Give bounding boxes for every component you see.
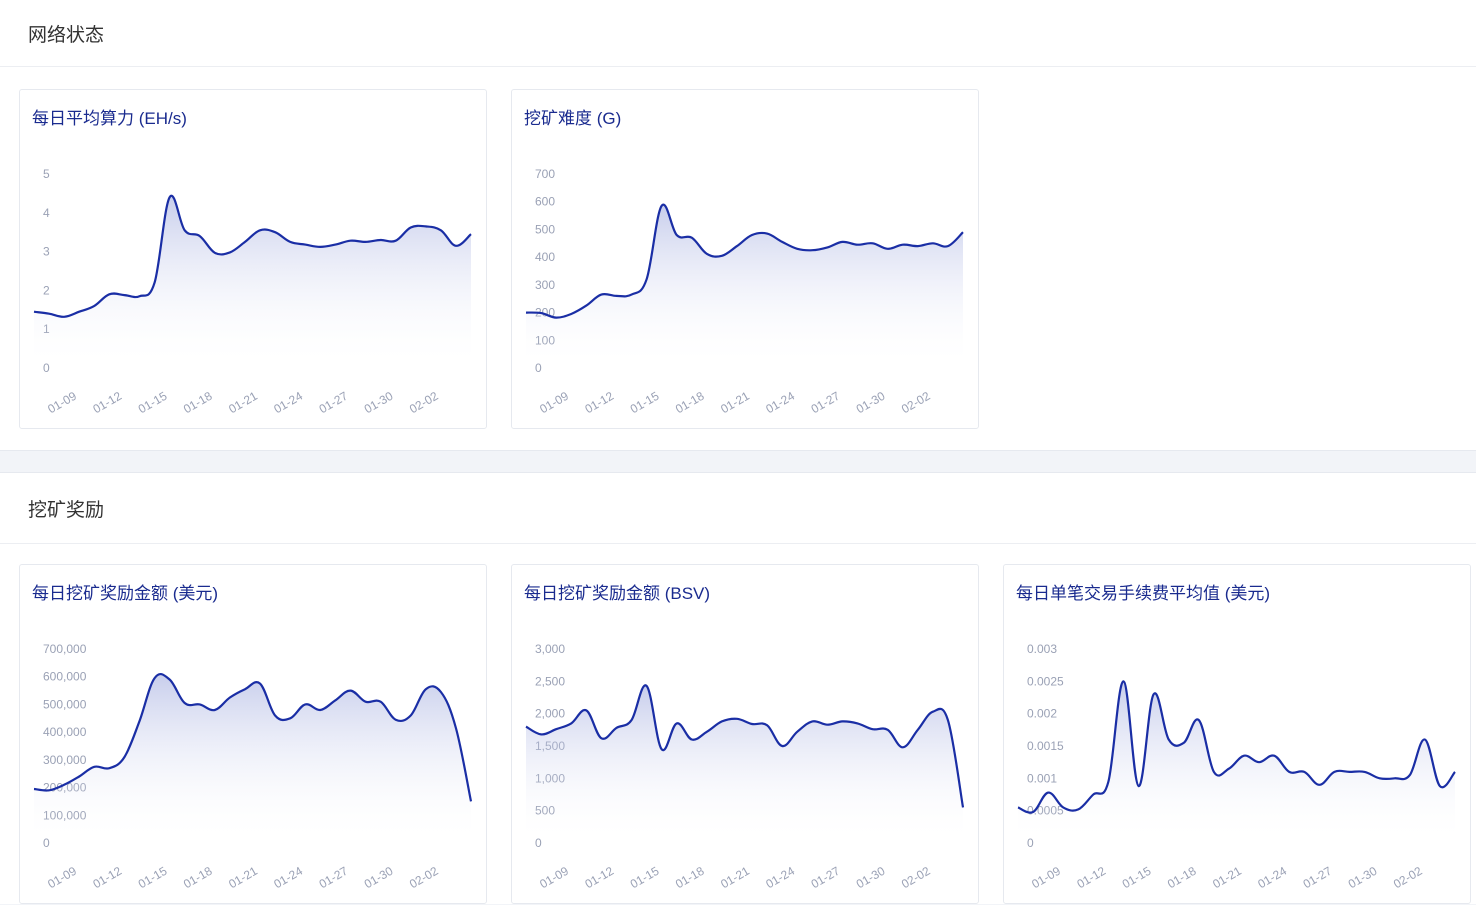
chart-title: 每日平均算力 (EH/s) <box>32 109 187 128</box>
x-tick-label: 01-24 <box>271 389 305 417</box>
x-tick-label: 01-24 <box>763 864 797 892</box>
y-tick-label: 0.001 <box>1027 771 1057 785</box>
x-tick-label: 01-24 <box>763 389 797 417</box>
x-tick-label: 01-21 <box>226 864 260 892</box>
x-tick-label: 02-02 <box>1391 864 1425 892</box>
chart-title: 每日单笔交易手续费平均值 (美元) <box>1016 584 1271 603</box>
y-tick-label: 4 <box>43 206 50 220</box>
y-tick-label: 600,000 <box>43 670 87 684</box>
y-tick-label: 500 <box>535 222 555 236</box>
y-tick-label: 700 <box>535 167 555 181</box>
x-tick-label: 01-24 <box>1255 864 1289 892</box>
chart-card-hashrate: 每日平均算力 (EH/s) 01234501-0901-1201-1501-18… <box>19 89 487 429</box>
x-tick-label: 01-27 <box>317 389 351 417</box>
x-tick-label: 01-09 <box>45 864 79 892</box>
x-tick-label: 01-15 <box>628 864 662 892</box>
x-tick-label: 01-30 <box>854 864 888 892</box>
series-line <box>33 672 473 802</box>
y-tick-label: 500,000 <box>43 697 87 711</box>
y-tick-label: 2,500 <box>535 674 565 688</box>
series-line <box>525 203 964 319</box>
x-tick-label: 02-02 <box>899 389 933 417</box>
y-tick-label: 0.003 <box>1027 642 1057 656</box>
x-tick-label: 01-21 <box>718 389 752 417</box>
reward-usd-chart: 0100,000200,000300,000400,000500,000600,… <box>33 642 473 892</box>
series-line <box>1017 680 1456 814</box>
x-tick-label: 01-18 <box>673 864 707 892</box>
x-tick-label: 01-18 <box>1165 864 1199 892</box>
hashrate-chart: 01234501-0901-1201-1501-1801-2101-2401-2… <box>33 167 472 417</box>
x-tick-label: 01-18 <box>673 389 707 417</box>
x-tick-label: 01-12 <box>583 389 617 417</box>
x-tick-label: 02-02 <box>407 389 441 417</box>
y-tick-label: 2 <box>43 283 50 297</box>
x-tick-label: 01-09 <box>537 389 571 417</box>
x-tick-label: 01-21 <box>226 389 260 417</box>
y-tick-label: 400 <box>535 250 555 264</box>
x-tick-label: 01-18 <box>181 389 215 417</box>
x-tick-label: 01-12 <box>583 864 617 892</box>
x-tick-label: 01-12 <box>91 389 125 417</box>
y-tick-label: 3 <box>43 245 50 259</box>
y-tick-label: 2,000 <box>535 707 565 721</box>
x-tick-label: 01-12 <box>1075 864 1109 892</box>
chart-card-difficulty: 挖矿难度 (G) 010020030040050060070001-0901-1… <box>511 89 979 429</box>
area-fill <box>526 685 963 843</box>
x-tick-label: 02-02 <box>407 864 441 892</box>
y-tick-label: 300 <box>535 278 555 292</box>
x-tick-label: 01-21 <box>1210 864 1244 892</box>
y-tick-label: 3,000 <box>535 642 565 656</box>
x-tick-label: 01-27 <box>809 389 843 417</box>
x-tick-label: 01-15 <box>136 389 170 417</box>
y-tick-label: 5 <box>43 167 50 181</box>
y-tick-label: 0.0015 <box>1027 739 1064 753</box>
x-tick-label: 01-30 <box>362 864 396 892</box>
y-tick-label: 0.002 <box>1027 707 1057 721</box>
x-tick-label: 01-15 <box>628 389 662 417</box>
area-fill <box>34 195 471 368</box>
section-title: 网络状态 <box>0 0 1476 67</box>
chart-title: 每日挖矿奖励金额 (BSV) <box>524 584 711 603</box>
x-tick-label: 01-09 <box>1029 864 1063 892</box>
area-fill <box>526 204 963 368</box>
y-tick-label: 300,000 <box>43 753 87 767</box>
x-tick-label: 01-27 <box>1301 864 1335 892</box>
section-title: 挖矿奖励 <box>0 473 1476 544</box>
y-tick-label: 600 <box>535 195 555 209</box>
chart-card-avg-fee: 每日单笔交易手续费平均值 (美元) 00.00050.0010.00150.00… <box>1003 564 1471 904</box>
y-tick-label: 400,000 <box>43 725 87 739</box>
x-tick-label: 02-02 <box>899 864 933 892</box>
x-tick-label: 01-21 <box>718 864 752 892</box>
series-line <box>33 194 472 318</box>
difficulty-chart: 010020030040050060070001-0901-1201-1501-… <box>525 167 964 417</box>
chart-card-reward-usd: 每日挖矿奖励金额 (美元) 0100,000200,000300,000400,… <box>19 564 487 904</box>
x-tick-label: 01-09 <box>537 864 571 892</box>
x-tick-label: 01-24 <box>271 864 305 892</box>
reward-bsv-chart: 05001,0001,5002,0002,5003,00001-0901-120… <box>525 642 965 892</box>
x-tick-label: 01-27 <box>317 864 351 892</box>
avg-fee-chart: 00.00050.0010.00150.0020.00250.00301-090… <box>1017 642 1456 892</box>
y-tick-label: 700,000 <box>43 642 87 656</box>
x-tick-label: 01-15 <box>1120 864 1154 892</box>
x-tick-label: 01-15 <box>136 864 170 892</box>
x-tick-label: 01-30 <box>362 389 396 417</box>
chart-title: 挖矿难度 (G) <box>524 109 622 128</box>
chart-card-reward-bsv: 每日挖矿奖励金额 (BSV) 05001,0001,5002,0002,5003… <box>511 564 979 904</box>
chart-title: 每日挖矿奖励金额 (美元) <box>32 584 219 603</box>
x-tick-label: 01-09 <box>45 389 79 417</box>
x-tick-label: 01-12 <box>91 864 125 892</box>
area-fill <box>34 674 471 843</box>
y-tick-label: 0.0025 <box>1027 674 1064 688</box>
series-line <box>525 684 965 808</box>
x-tick-label: 01-30 <box>1346 864 1380 892</box>
x-tick-label: 01-27 <box>809 864 843 892</box>
x-tick-label: 01-18 <box>181 864 215 892</box>
x-tick-label: 01-30 <box>854 389 888 417</box>
